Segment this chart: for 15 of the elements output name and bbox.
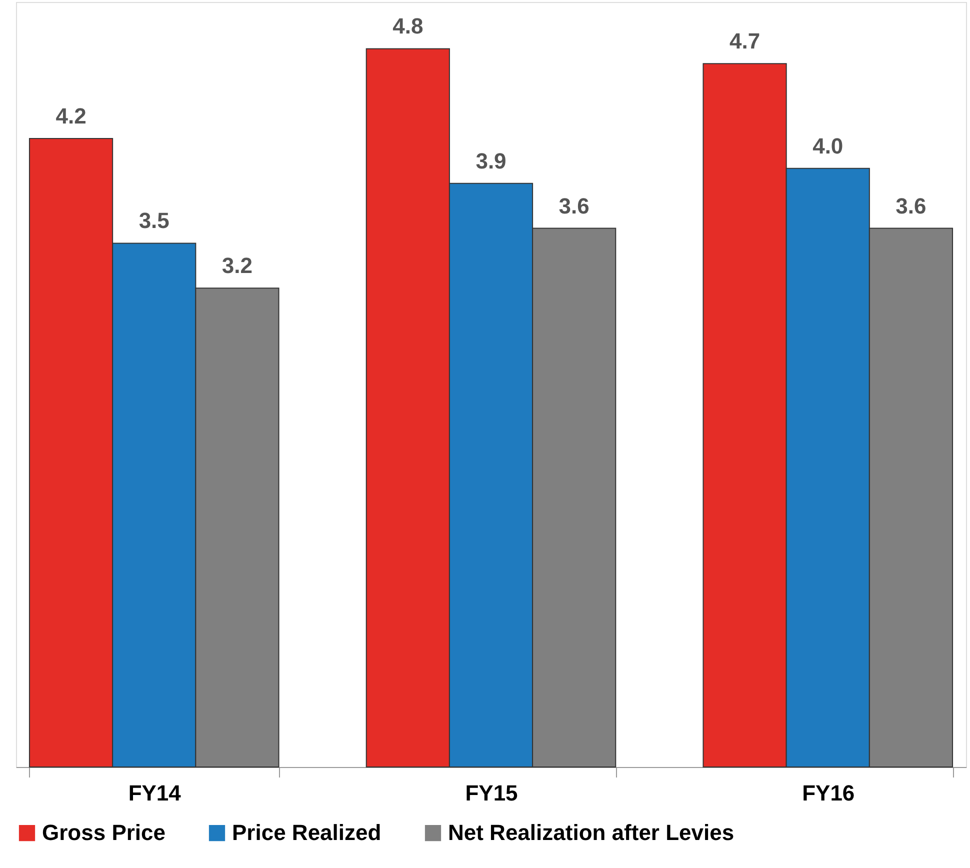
data-label: 4.0 [812,133,844,158]
data-label: 4.2 [56,103,86,128]
data-label: 3.9 [476,148,506,174]
data-label: 4.7 [729,28,760,54]
data-label: 3.6 [896,193,926,218]
x-tick-label: FY16 [802,780,855,806]
legend-label: Gross Price [42,820,166,845]
data-label: 3.5 [138,208,170,234]
x-tick-label: FY14 [128,780,182,806]
legend-label: Price Realized [232,820,382,845]
data-label: 4.8 [392,14,424,39]
legend-label: Net Realization after Levies [448,820,734,845]
data-label: 3.6 [558,193,590,218]
x-tick-label: FY15 [465,780,518,806]
data-label: 3.2 [222,253,253,278]
